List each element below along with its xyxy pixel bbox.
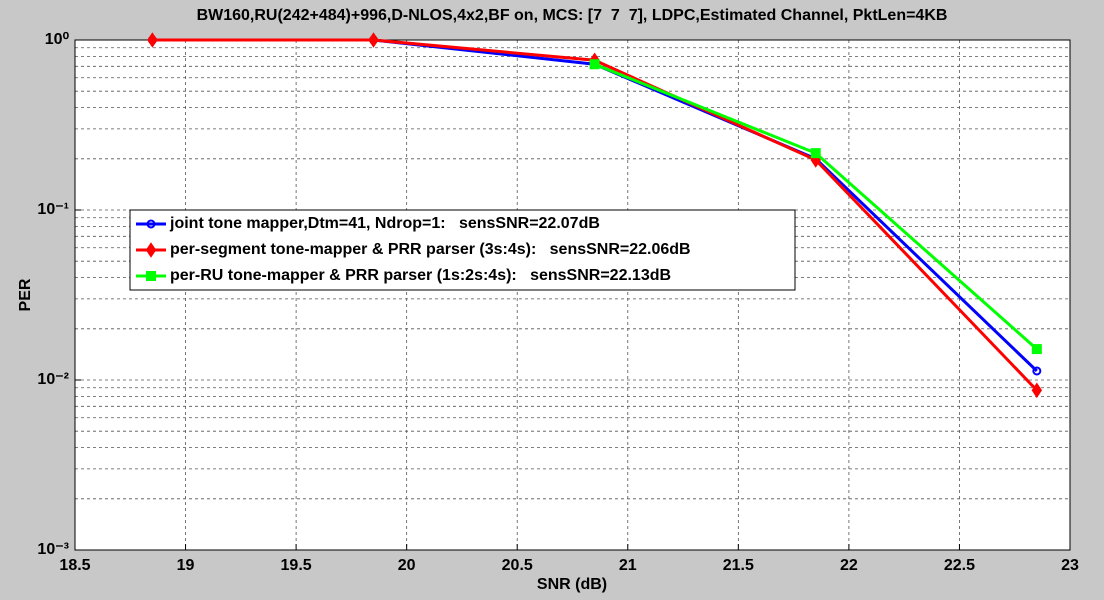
marker — [810, 148, 821, 159]
legend-label: joint tone mapper,Dtm=41, Ndrop=1: sensS… — [169, 215, 600, 232]
x-tick-label: 18.5 — [59, 557, 90, 574]
marker — [589, 59, 600, 70]
x-tick-label: 20 — [398, 557, 416, 574]
legend-label: per-segment tone-mapper & PRR parser (3s… — [170, 241, 691, 258]
marker — [1031, 344, 1042, 355]
plot-area — [75, 40, 1070, 550]
y-tick-label: 10⁻² — [37, 371, 69, 388]
marker — [146, 219, 156, 229]
x-tick-label: 19.5 — [281, 557, 312, 574]
marker — [147, 32, 158, 48]
plot-frame — [74, 39, 1071, 551]
y-axis-label: PER — [17, 278, 34, 311]
x-tick-label: 22.5 — [944, 557, 975, 574]
y-tick-label: 10⁻³ — [37, 541, 69, 558]
marker — [1032, 366, 1042, 376]
x-tick-label: 20.5 — [502, 557, 533, 574]
marker — [368, 32, 379, 48]
x-tick-label: 21.5 — [723, 557, 754, 574]
marker — [1031, 382, 1043, 399]
y-tick-label: 10⁰ — [45, 31, 70, 48]
x-tick-label: 21 — [619, 557, 637, 574]
marker — [146, 271, 156, 281]
x-tick-label: 22 — [840, 557, 858, 574]
legend-box — [129, 209, 796, 291]
x-tick-label: 19 — [177, 557, 195, 574]
x-axis-label: SNR (dB) — [537, 576, 607, 593]
chart-title: BW160,RU(242+484)+996,D-NLOS,4x2,BF on, … — [197, 7, 948, 24]
marker — [145, 242, 157, 258]
legend-label: per-RU tone-mapper & PRR parser (1s:2s:4… — [170, 267, 671, 284]
x-tick-label: 23 — [1061, 557, 1079, 574]
y-tick-label: 10⁻¹ — [37, 201, 69, 218]
